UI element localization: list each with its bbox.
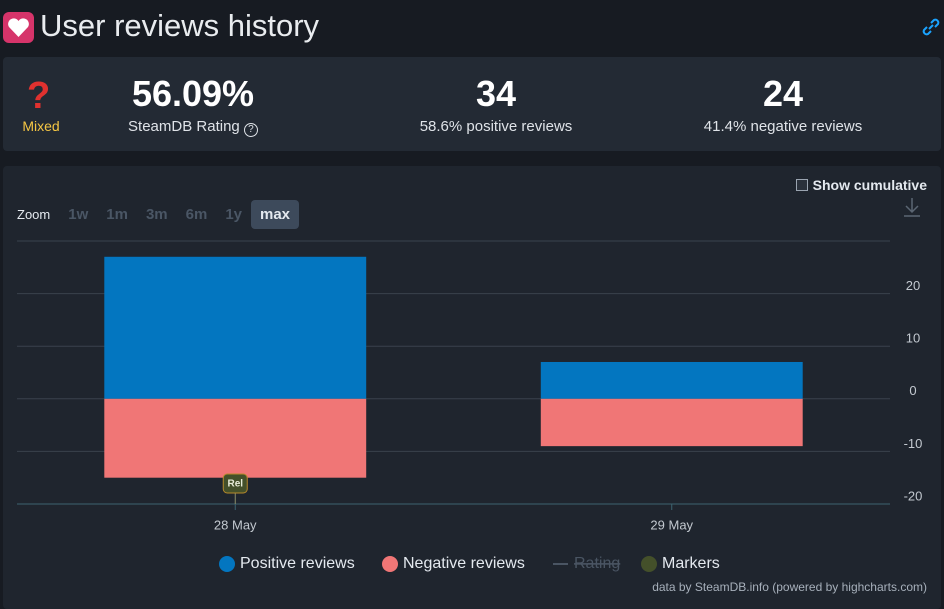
- legend-label: Markers: [662, 555, 720, 572]
- y-tick-label: 10: [906, 331, 920, 346]
- zoom-option[interactable]: max: [251, 200, 300, 229]
- chart: -20 -10 0 10 20 28 May 29 May Rel Positive revie…: [17, 240, 923, 572]
- chart-panel: Show cumulative Zoom 1w 1m 3m 6m 1y max -20 -10…: [3, 166, 941, 609]
- legend-label: Negative reviews: [403, 555, 525, 572]
- y-tick-label: -10: [904, 436, 923, 451]
- positive-label: 58.6% positive reviews: [419, 118, 573, 135]
- y-tick-label: 20: [906, 278, 920, 293]
- zoom-option[interactable]: 1y: [225, 206, 242, 223]
- rating: 56.09%: [131, 73, 255, 114]
- legend-label: Positive reviews: [240, 555, 355, 572]
- bar: [104, 398, 367, 478]
- zoom-option[interactable]: 1w: [68, 206, 89, 223]
- legend-label-hidden: Rating: [574, 555, 620, 572]
- y-tick-label: -20: [904, 488, 923, 503]
- download-icon[interactable]: [901, 196, 923, 218]
- checkbox[interactable]: [795, 179, 808, 191]
- heart: [8, 18, 29, 37]
- cumulative-label: Show cumulative: [812, 177, 927, 193]
- rating-label-text: SteamDB Rating: [128, 118, 240, 135]
- rating-label: SteamDB Rating ?: [113, 118, 273, 137]
- zoom-option[interactable]: 6m: [185, 206, 208, 223]
- marker: [222, 473, 248, 494]
- positive-count: 34: [475, 73, 517, 114]
- bar: [540, 398, 803, 447]
- bar: [104, 256, 367, 399]
- negative-count: 24: [762, 73, 804, 114]
- page-title: User reviews history: [40, 8, 320, 43]
- marker-label: Rel: [227, 479, 243, 490]
- legend-swatch: [219, 556, 235, 572]
- zoom-option[interactable]: 1m: [106, 206, 128, 223]
- link-icon[interactable]: [920, 16, 942, 38]
- bar: [540, 361, 803, 399]
- stats-panel: ? Mixed 56.09% SteamDB Rating ? 34 58.6%…: [3, 57, 941, 151]
- cumulative-toggle[interactable]: Show cumulative: [795, 177, 927, 193]
- legend-swatch: [641, 556, 657, 572]
- y-tick-label: 0: [909, 383, 916, 398]
- verdict: Mixed: [22, 118, 60, 134]
- x-tick-label: 28 May: [214, 517, 257, 532]
- help-icon[interactable]: ?: [243, 123, 258, 137]
- verdict-icon: ?: [27, 75, 51, 117]
- credit: data by SteamDB.info (powered by highcha…: [652, 580, 927, 594]
- zoom-option[interactable]: 3m: [145, 206, 168, 223]
- negative-label: 41.4% negative reviews: [703, 118, 863, 135]
- x-tick-label: 29 May: [650, 517, 693, 532]
- zoom-label: Zoom: [17, 207, 51, 222]
- heart-icon: [3, 12, 34, 43]
- legend-swatch: [382, 556, 398, 572]
- zoom-bar: Zoom 1w 1m 3m 6m 1y max: [17, 200, 300, 229]
